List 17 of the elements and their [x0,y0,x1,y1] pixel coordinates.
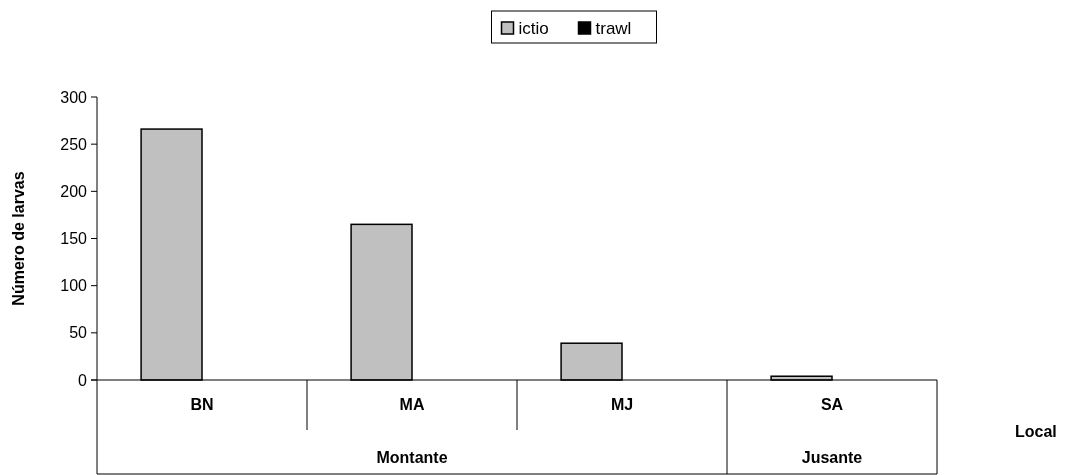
y-axis-title: Número de larvas [10,171,27,306]
y-tick-label: 250 [60,135,88,153]
y-tick-label: 300 [60,88,88,106]
x-tick-label: BN [190,396,214,413]
x-tick-label: MA [399,396,425,413]
x-tick-label: SA [820,396,844,413]
legend-label: trawl [595,18,632,38]
x-axis-title: Local [1015,423,1057,440]
legend-label: ictio [518,18,549,38]
x-tick-label: MJ [610,396,634,413]
y-tick-label: 200 [60,182,88,200]
text: Jusante [801,449,863,466]
y-tick-label: 50 [69,324,88,342]
y-tick-label: 100 [60,277,88,295]
y-tick-label: 0 [78,371,88,389]
y-tick-label: 150 [60,230,88,248]
text: Montante [376,449,448,466]
